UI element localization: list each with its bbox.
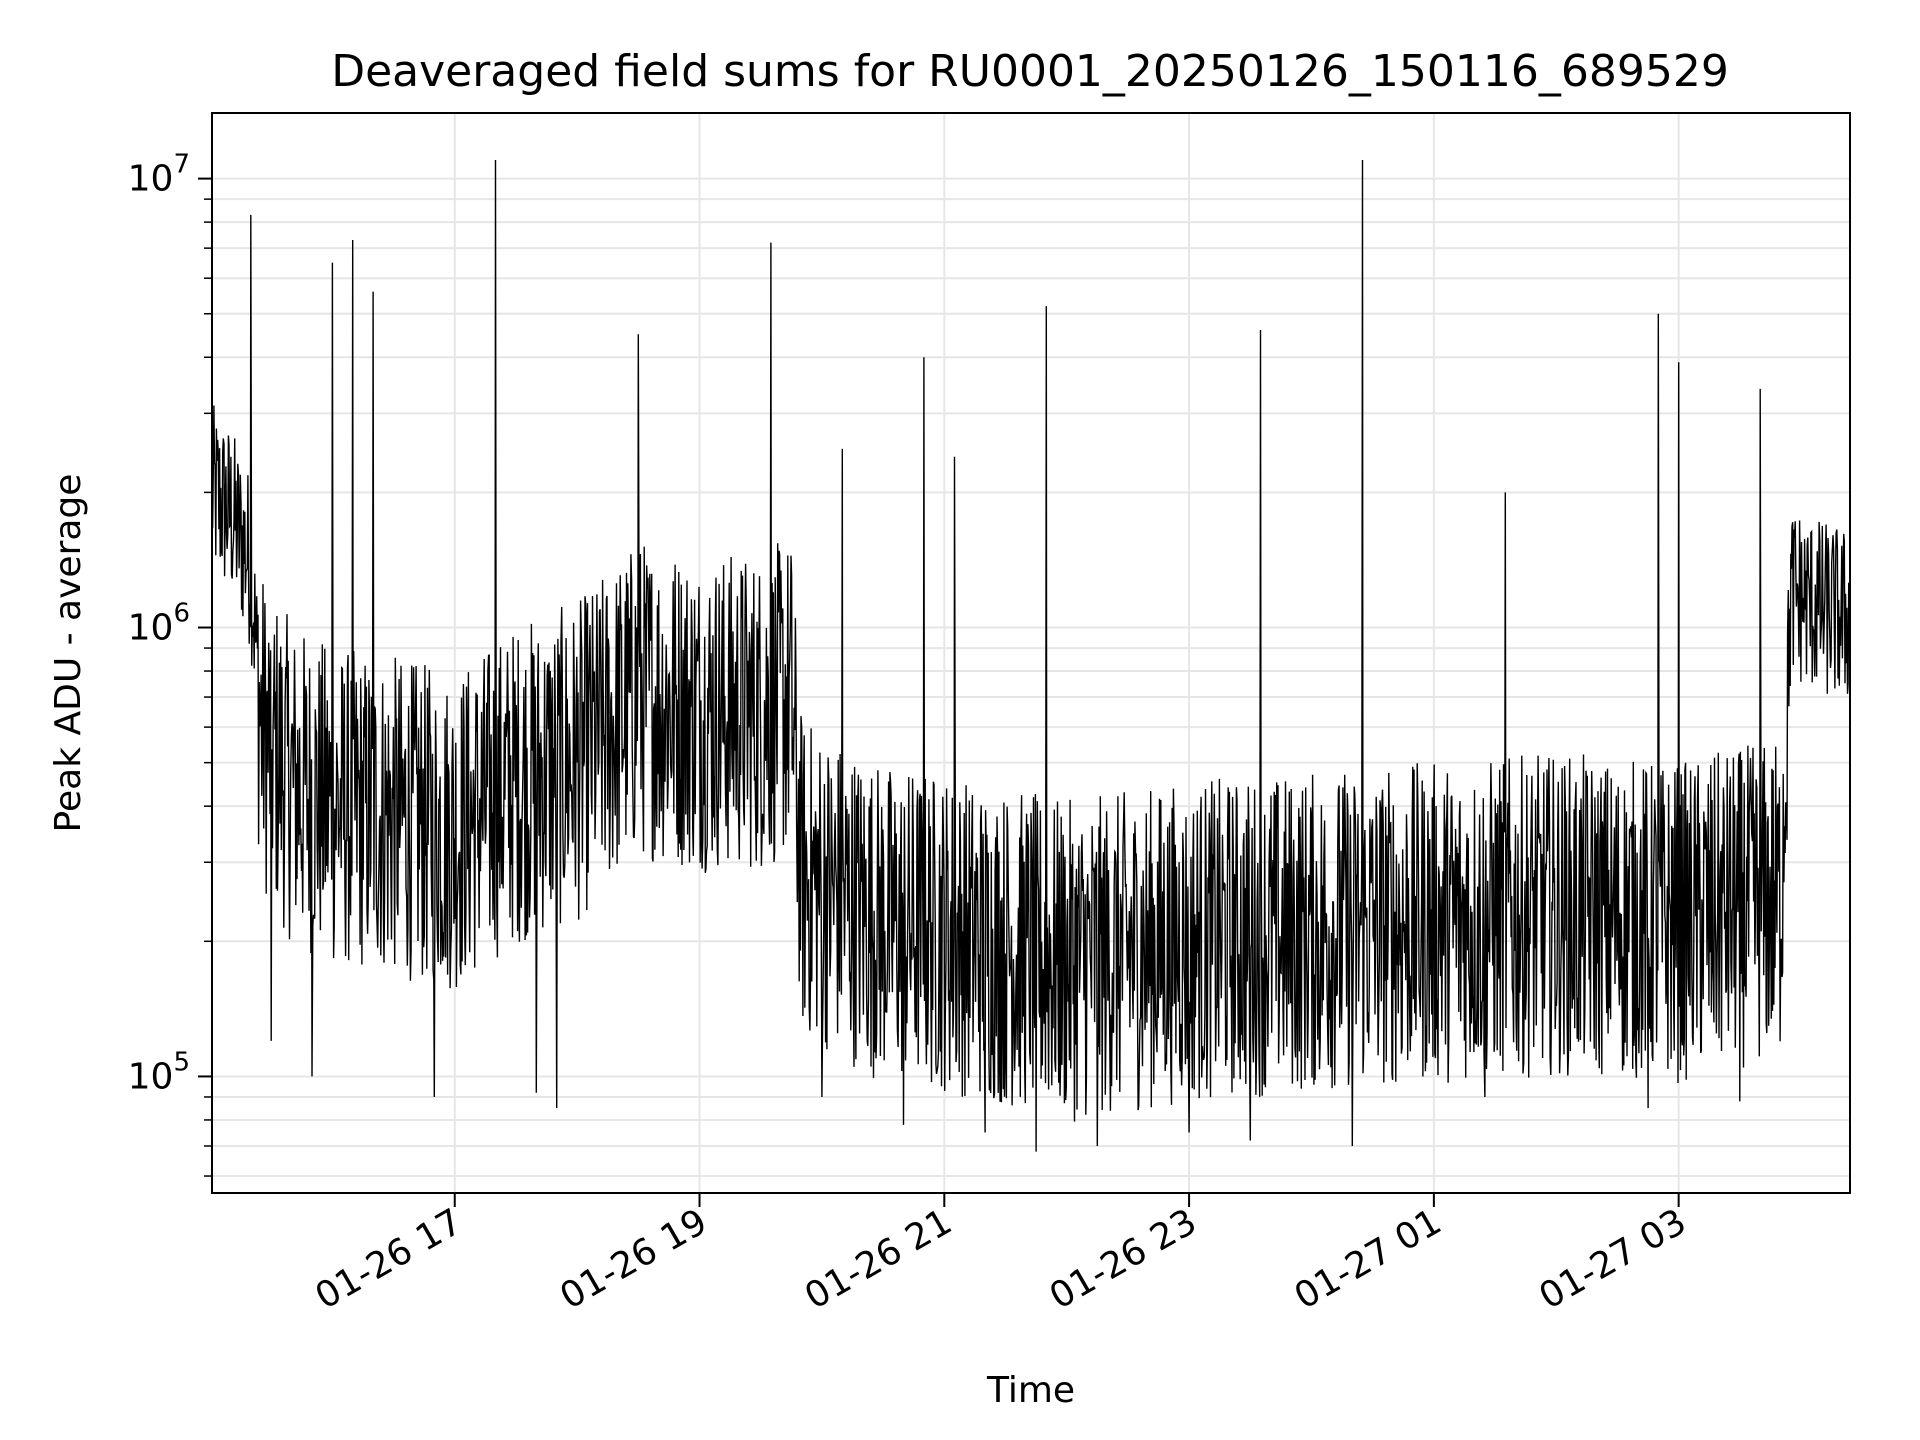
chart-title: Deaveraged field sums for RU0001_2025012… — [331, 46, 1729, 97]
x-axis-label: Time — [986, 1370, 1075, 1411]
x-tick-label: 01-26 19 — [553, 1201, 714, 1317]
y-tick-label: 106 — [128, 599, 190, 649]
x-tick-label: 01-27 01 — [1288, 1201, 1449, 1317]
x-tick-label: 01-26 21 — [798, 1201, 959, 1317]
x-tick-label: 01-26 23 — [1043, 1201, 1204, 1317]
y-tick-label: 105 — [128, 1047, 190, 1097]
y-tick-label: 107 — [128, 150, 190, 200]
y-axis: 105 106 107 — [128, 150, 212, 1177]
x-tick-label: 01-26 17 — [309, 1201, 470, 1317]
plot-area — [211, 159, 1851, 1152]
y-axis-label: Peak ADU - average — [48, 474, 89, 833]
x-tick-label: 01-27 03 — [1532, 1201, 1693, 1317]
x-axis: 01-26 17 01-26 19 01-26 21 01-26 23 01-27 01… — [309, 1193, 1693, 1318]
plot-frame — [211, 112, 1851, 1194]
series-line — [211, 159, 1851, 1152]
